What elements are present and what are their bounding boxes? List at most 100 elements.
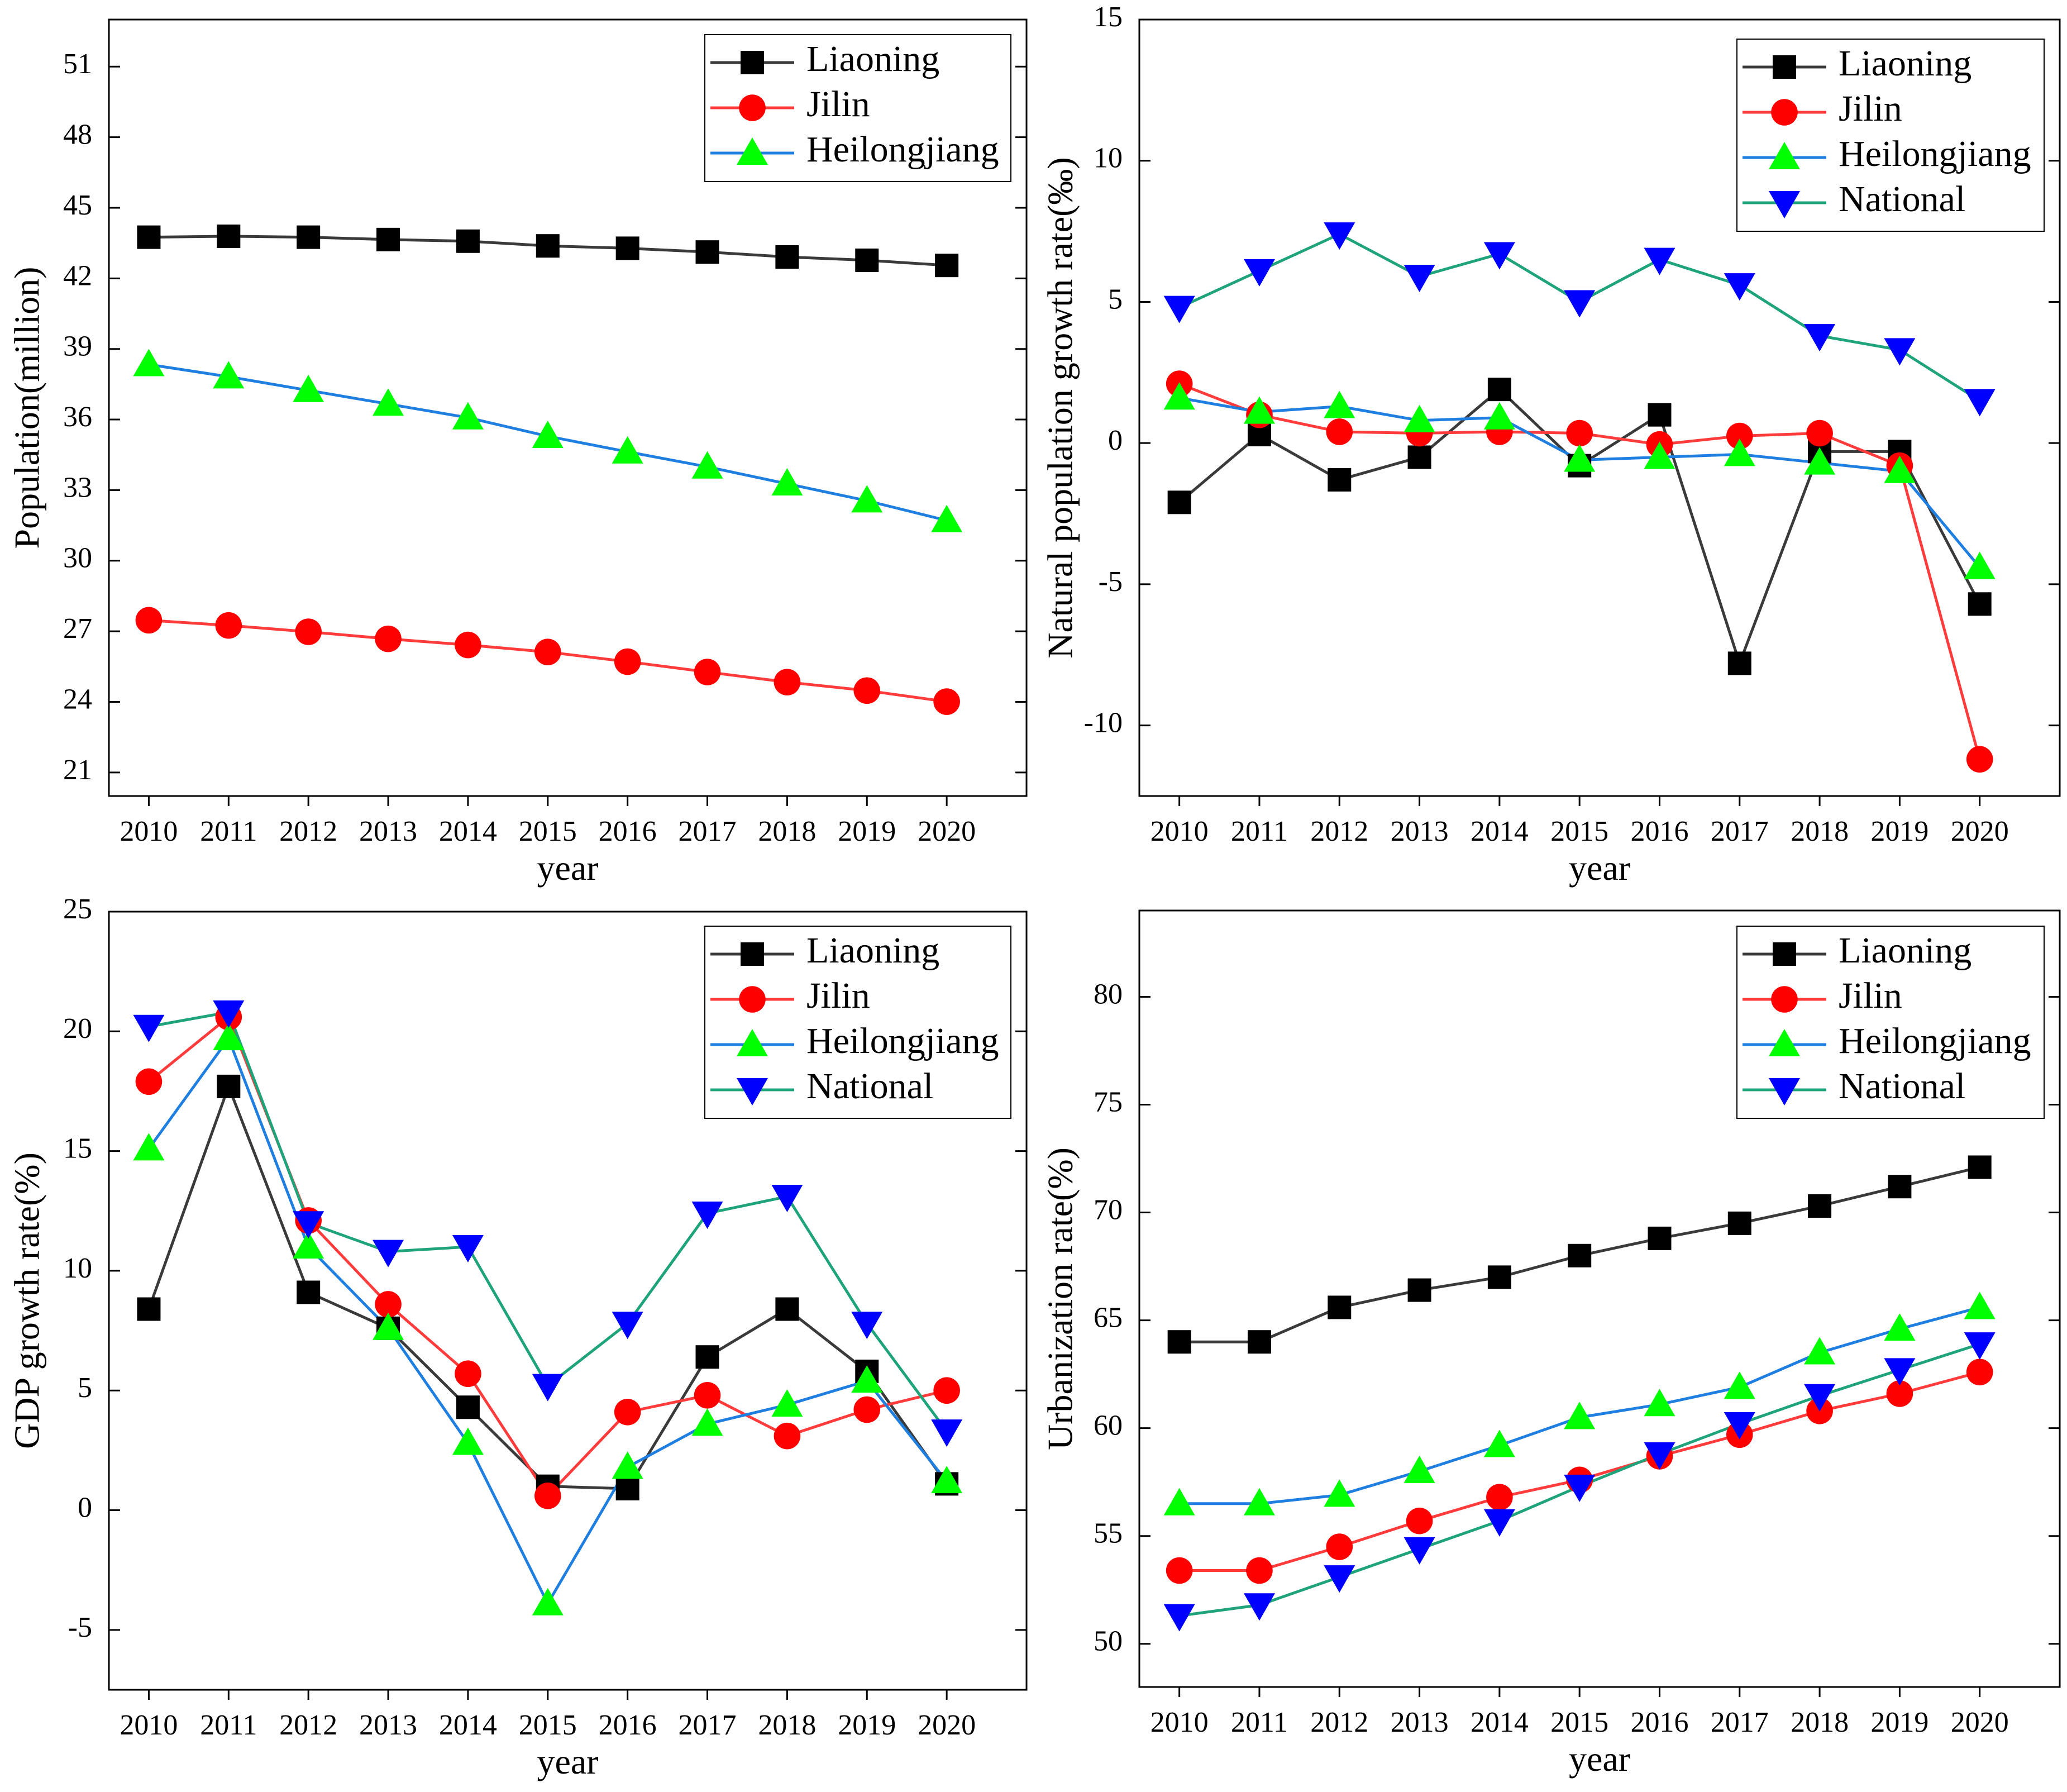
x-tick-label: 2016 xyxy=(599,816,657,847)
data-point-heilongjiang xyxy=(1644,1389,1675,1417)
data-point-national xyxy=(1404,264,1435,292)
data-point-jilin xyxy=(1246,1557,1273,1584)
legend-label-jilin: Jilin xyxy=(806,84,870,125)
data-point-liaoning xyxy=(1648,403,1672,427)
data-point-jilin xyxy=(455,631,481,659)
data-point-heilongjiang xyxy=(293,1231,324,1259)
data-point-liaoning xyxy=(1167,490,1191,514)
data-point-heilongjiang xyxy=(532,1588,564,1615)
x-tick-label: 2015 xyxy=(519,1709,577,1741)
data-point-jilin xyxy=(135,607,163,634)
y-tick-label: 15 xyxy=(1094,1,1123,33)
data-point-heilongjiang xyxy=(452,402,484,430)
y-axis-label: Natural population growth rate(‰) xyxy=(1040,157,1080,659)
data-point-heilongjiang xyxy=(1884,455,1916,483)
data-point-liaoning xyxy=(1407,445,1431,469)
data-point-heilongjiang xyxy=(931,504,963,532)
x-tick-label: 2016 xyxy=(1630,1707,1688,1738)
data-point-heilongjiang xyxy=(771,1389,803,1417)
data-point-heilongjiang xyxy=(1163,1488,1195,1515)
data-point-liaoning xyxy=(695,1345,719,1369)
x-tick-label: 2019 xyxy=(1870,816,1928,847)
chart-panel-1: 21 24 27 30 33 36 39 42 45 48 51 2010 2011 2012 2013 20… xyxy=(7,18,1028,888)
data-point-heilongjiang xyxy=(1404,404,1435,432)
x-tick-label: 2014 xyxy=(439,1709,497,1741)
data-point-national xyxy=(612,1312,643,1340)
x-axis-label: year xyxy=(537,1742,598,1781)
y-axis-label: GDP growth rate(%) xyxy=(7,1152,47,1449)
data-point-liaoning xyxy=(297,1280,321,1304)
x-tick-label: 2015 xyxy=(1550,816,1608,847)
y-tick-label: 27 xyxy=(63,613,92,645)
x-tick-label: 2012 xyxy=(279,1709,337,1741)
data-point-jilin xyxy=(614,648,641,675)
legend-label-jilin: Jilin xyxy=(1839,975,1902,1016)
legend-label-heilongjiang: Heilongjiang xyxy=(806,129,999,170)
x-tick-label: 2018 xyxy=(758,1709,816,1741)
x-tick-label: 2013 xyxy=(359,816,417,847)
data-point-national xyxy=(452,1235,484,1263)
data-point-national xyxy=(213,1000,245,1028)
x-tick-label: 2014 xyxy=(1471,816,1529,847)
data-point-heilongjiang xyxy=(771,468,803,496)
data-point-national xyxy=(1483,1509,1515,1537)
legend-marker-liaoning xyxy=(1773,942,1796,966)
y-tick-label: -5 xyxy=(1099,566,1123,598)
data-point-heilongjiang xyxy=(133,349,165,376)
x-tick-label: 2018 xyxy=(1791,816,1849,847)
data-point-jilin xyxy=(375,1291,402,1318)
data-point-heilongjiang xyxy=(1804,447,1836,475)
data-point-jilin xyxy=(933,1377,960,1404)
x-tick-label: 2016 xyxy=(1630,816,1688,847)
data-point-jilin xyxy=(215,612,242,639)
x-tick-label: 2010 xyxy=(120,1709,178,1741)
data-point-jilin xyxy=(1486,1484,1513,1511)
legend-marker-liaoning xyxy=(741,51,764,74)
data-point-heilongjiang xyxy=(1243,1488,1275,1515)
data-point-national xyxy=(1724,1412,1755,1440)
data-point-national xyxy=(691,1202,723,1229)
legend-marker-liaoning xyxy=(741,942,764,966)
legend-marker-national xyxy=(1769,1078,1800,1105)
x-tick-label: 2010 xyxy=(120,816,178,847)
x-tick-label: 2019 xyxy=(838,816,896,847)
x-tick-label: 2014 xyxy=(439,816,497,847)
x-tick-label: 2011 xyxy=(1231,816,1288,847)
chart-panel-2: -10 -5 0 5 10 15 2010 2011 2012 2013 2014 2015 2016 2… xyxy=(1040,1,2061,888)
plot-frame xyxy=(1138,18,2061,797)
legend-label-national: National xyxy=(1839,179,1965,220)
y-axis-label: Urbanization rate(%) xyxy=(1040,1147,1080,1450)
x-tick-label: 2020 xyxy=(1951,816,2009,847)
x-tick-label: 2020 xyxy=(918,816,976,847)
data-point-national xyxy=(1804,1384,1836,1412)
data-point-heilongjiang xyxy=(293,374,324,402)
data-point-heilongjiang xyxy=(1964,551,1996,579)
x-tick-label: 2012 xyxy=(1310,816,1368,847)
data-point-liaoning xyxy=(615,236,639,260)
data-point-liaoning xyxy=(1808,1194,1832,1218)
legend-marker-jilin xyxy=(1771,99,1798,126)
legend-marker-jilin xyxy=(739,94,766,121)
data-point-heilongjiang xyxy=(1804,1337,1836,1365)
data-point-liaoning xyxy=(1487,378,1511,402)
x-tick-label: 2015 xyxy=(1550,1707,1608,1738)
data-point-heilongjiang xyxy=(612,436,643,464)
data-point-heilongjiang xyxy=(452,1427,484,1455)
y-tick-label: 60 xyxy=(1094,1410,1123,1442)
y-tick-label: 15 xyxy=(63,1133,92,1165)
data-point-jilin xyxy=(1406,1507,1433,1534)
data-point-heilongjiang xyxy=(1483,1429,1515,1457)
y-tick-label: 55 xyxy=(1094,1518,1123,1550)
y-tick-label: 21 xyxy=(63,754,92,786)
x-tick-label: 2017 xyxy=(679,816,737,847)
y-tick-label: 10 xyxy=(1094,142,1123,174)
x-tick-label: 2015 xyxy=(519,816,577,847)
data-point-liaoning xyxy=(1487,1265,1511,1289)
data-point-national xyxy=(1564,1474,1596,1502)
y-tick-label: 36 xyxy=(63,401,92,433)
data-point-national xyxy=(532,1374,564,1402)
data-point-jilin xyxy=(1566,420,1593,447)
x-tick-label: 2019 xyxy=(1870,1707,1928,1738)
